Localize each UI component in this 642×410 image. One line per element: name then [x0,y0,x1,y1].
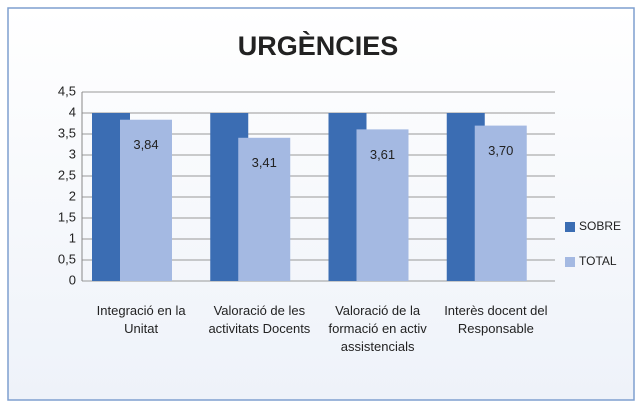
bar [356,129,409,281]
y-tick-label: 1,5 [58,209,76,224]
legend-swatch [565,257,575,267]
data-label: 3,41 [252,155,277,170]
y-tick-label: 0,5 [58,251,76,266]
y-tick-label: 2 [69,188,76,203]
chart-title: URGÈNCIES [238,30,399,61]
y-tick-label: 2,5 [58,167,76,182]
bar [238,137,291,281]
y-tick-label: 1 [69,230,76,245]
x-tick-label: Interès docent del Responsable [444,303,548,336]
legend-label: TOTAL [579,254,617,268]
data-label: 3,61 [370,147,395,162]
y-tick-label: 3,5 [58,125,76,140]
x-tick-label: Valoració de la formació en activ assist… [328,303,427,354]
data-label: 3,70 [488,143,513,158]
x-tick-label: Integració en la Unitat [96,303,186,336]
y-tick-label: 4,5 [58,83,76,98]
bar [474,125,527,281]
y-tick-label: 0 [69,272,76,287]
legend-swatch [565,222,575,232]
bar [120,119,172,281]
y-tick-label: 4 [69,104,76,119]
data-label: 3,84 [133,137,158,152]
legend-label: SOBRE [579,219,621,233]
x-tick-label: Valoració de les activitats Docents [208,303,311,336]
y-tick-label: 3 [69,146,76,161]
